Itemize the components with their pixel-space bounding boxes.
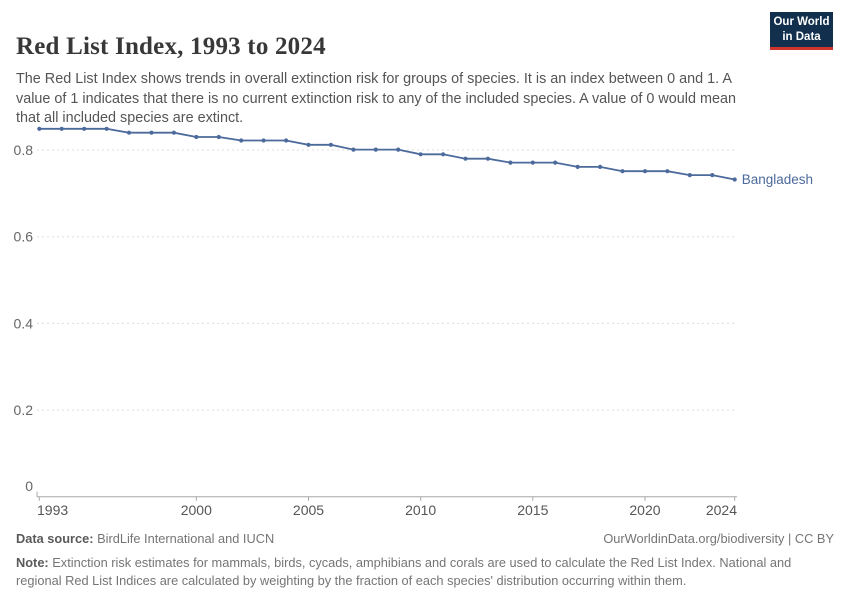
data-point[interactable] xyxy=(485,156,490,161)
series-line-bangladesh[interactable] xyxy=(39,127,735,181)
data-point[interactable] xyxy=(463,156,468,161)
note-text: Extinction risk estimates for mammals, b… xyxy=(16,554,792,588)
entity-label[interactable]: Bangladesh xyxy=(742,172,813,187)
data-point[interactable] xyxy=(530,160,535,165)
data-point[interactable] xyxy=(441,152,446,157)
data-point[interactable] xyxy=(171,130,176,135)
data-point[interactable] xyxy=(284,138,289,143)
data-source: Data source: BirdLife International and … xyxy=(16,530,274,548)
x-tick-label: 2024 xyxy=(706,502,737,518)
page-title: Red List Index, 1993 to 2024 xyxy=(16,32,326,60)
chart-footer: Data source: BirdLife International and … xyxy=(16,530,834,590)
owid-license-link[interactable]: OurWorldinData.org/biodiversity | CC BY xyxy=(603,531,834,546)
data-source-text: BirdLife International and IUCN xyxy=(93,531,275,546)
data-point[interactable] xyxy=(418,152,423,157)
owid-logo-line1: Our World xyxy=(773,16,830,29)
data-point[interactable] xyxy=(396,147,401,152)
data-point[interactable] xyxy=(261,138,266,143)
data-point[interactable] xyxy=(104,126,109,131)
data-point[interactable] xyxy=(82,126,87,131)
y-tick-label: 0.4 xyxy=(14,315,34,331)
x-tick-label: 2010 xyxy=(405,502,436,518)
data-point[interactable] xyxy=(59,126,64,131)
data-point[interactable] xyxy=(126,130,132,135)
data-point[interactable] xyxy=(598,164,603,169)
note-label: Note: xyxy=(16,554,49,570)
data-point[interactable] xyxy=(732,177,737,182)
owid-logo[interactable]: Our World in Data xyxy=(770,12,833,50)
owid-logo-line2: in Data xyxy=(782,30,821,43)
x-tick-label: 1993 xyxy=(37,502,68,518)
data-point[interactable] xyxy=(710,173,715,178)
data-point[interactable] xyxy=(373,147,378,152)
footer-source-row: Data source: BirdLife International and … xyxy=(16,530,834,548)
x-tick-label: 2015 xyxy=(517,502,548,518)
y-tick-label: 0 xyxy=(25,478,33,494)
data-point[interactable] xyxy=(665,169,670,174)
data-point[interactable] xyxy=(239,138,244,143)
data-point[interactable] xyxy=(575,164,580,169)
data-point[interactable] xyxy=(328,142,333,147)
data-point[interactable] xyxy=(216,134,221,140)
data-point[interactable] xyxy=(620,169,625,174)
x-tick-label: 2000 xyxy=(181,502,212,518)
data-point[interactable] xyxy=(642,169,648,174)
y-tick-label: 0.2 xyxy=(14,402,34,418)
data-point[interactable] xyxy=(306,142,311,147)
data-point[interactable] xyxy=(553,160,558,165)
y-tick-label: 0.6 xyxy=(14,229,34,245)
data-point[interactable] xyxy=(351,147,356,152)
data-point[interactable] xyxy=(37,126,42,131)
data-source-label: Data source: xyxy=(16,531,94,546)
y-tick-label: 0.8 xyxy=(14,142,34,158)
data-point[interactable] xyxy=(194,134,199,140)
x-tick-label: 2020 xyxy=(629,502,660,518)
x-tick-label: 2005 xyxy=(293,502,324,518)
data-point[interactable] xyxy=(687,173,692,178)
data-point[interactable] xyxy=(149,130,154,135)
data-point[interactable] xyxy=(508,160,513,165)
footer-note: Note: Extinction risk estimates for mamm… xyxy=(16,554,836,590)
chart-subtitle: The Red List Index shows trends in overa… xyxy=(16,71,736,126)
